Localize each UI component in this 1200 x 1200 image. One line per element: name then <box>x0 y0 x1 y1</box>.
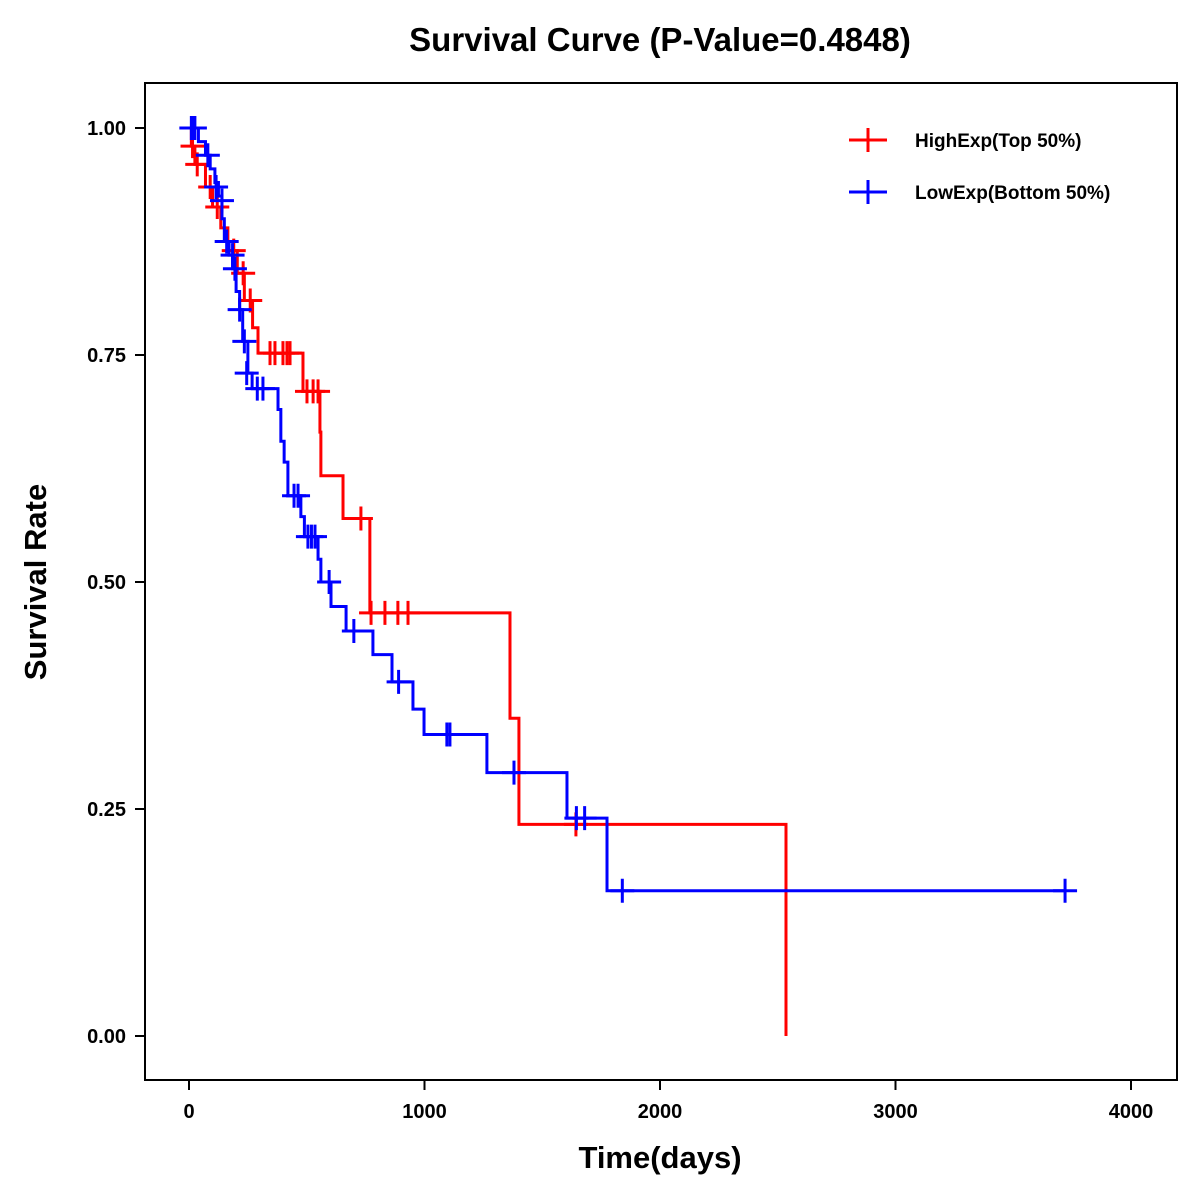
censor-mark <box>232 329 257 354</box>
censor-mark <box>214 229 239 254</box>
censor-mark <box>278 341 303 366</box>
y-tick-label: 0.25 <box>87 799 126 821</box>
y-tick-label: 0.00 <box>87 1026 126 1048</box>
series-high <box>180 126 788 1036</box>
x-axis: 0 1000 2000 3000 4000 <box>183 1080 1153 1123</box>
legend-item-low: LowExp(Bottom 50%) <box>849 180 1110 204</box>
censor-mark <box>572 806 597 831</box>
censor-mark <box>501 760 526 785</box>
x-tick-label: 4000 <box>1109 1101 1154 1123</box>
censor-mark <box>234 361 259 386</box>
censor-mark <box>396 600 421 625</box>
censor-mark <box>306 379 331 404</box>
legend-label-high: HighExp(Top 50%) <box>915 131 1081 152</box>
legend-label-low: LowExp(Bottom 50%) <box>915 183 1110 204</box>
censor-mark <box>302 524 327 549</box>
censor-mark <box>286 483 311 508</box>
censor-mark <box>610 878 635 903</box>
y-axis-label: Survival Rate <box>18 484 53 680</box>
censor-mark <box>386 669 411 694</box>
censor-mark <box>348 506 373 531</box>
series-group <box>179 116 1078 1036</box>
censor-mark <box>204 175 229 200</box>
x-axis-label: Time(days) <box>578 1140 741 1175</box>
survival-step-line <box>189 126 1066 893</box>
censor-mark <box>182 116 207 140</box>
x-tick-label: 3000 <box>873 1101 918 1123</box>
legend-item-high: HighExp(Top 50%) <box>849 128 1081 152</box>
y-axis: 0.00 0.25 0.50 0.75 1.00 <box>87 118 145 1048</box>
chart-title: Survival Curve (P-Value=0.4848) <box>409 21 911 58</box>
censor-mark <box>195 143 220 168</box>
censor-mark <box>250 376 275 401</box>
x-tick-label: 2000 <box>638 1101 683 1123</box>
censor-mark <box>341 619 366 644</box>
censor-mark <box>437 722 462 747</box>
censor-mark <box>227 297 252 322</box>
y-tick-label: 0.75 <box>87 345 126 367</box>
censor-mark <box>1053 878 1078 903</box>
censor-mark <box>317 570 342 594</box>
censor-mark <box>209 188 234 213</box>
survival-step-line <box>189 126 788 1036</box>
censor-mark <box>220 243 245 268</box>
x-tick-label: 1000 <box>402 1101 447 1123</box>
y-tick-label: 1.00 <box>87 118 126 140</box>
x-tick-label: 0 <box>183 1101 194 1123</box>
legend: HighExp(Top 50%) LowExp(Bottom 50%) <box>849 128 1110 204</box>
series-low <box>179 116 1078 903</box>
plot-frame <box>144 82 1178 1081</box>
censor-mark <box>222 256 247 281</box>
y-tick-label: 0.50 <box>87 572 126 594</box>
